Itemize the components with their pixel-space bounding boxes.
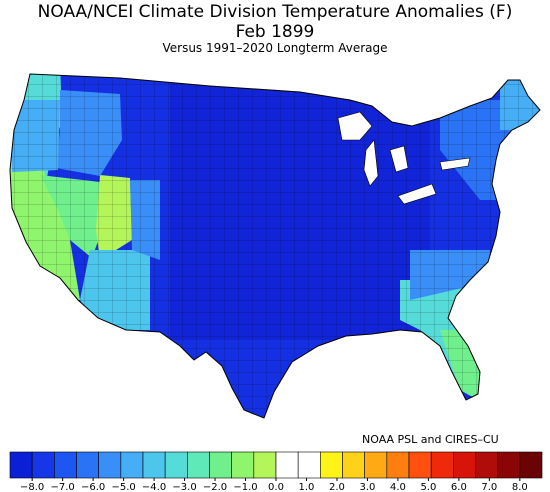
- legend-swatch: [9, 451, 33, 479]
- legend-tick-label: 0.0: [268, 482, 284, 492]
- lake-erie: [397, 183, 437, 205]
- legend-swatch: [519, 451, 543, 479]
- legend-tick-label: 3.0: [359, 482, 375, 492]
- legend-swatch: [475, 451, 498, 479]
- map-subtitle: Versus 1991–2020 Longterm Average: [162, 41, 388, 55]
- lake-michigan: [363, 139, 379, 187]
- legend-tick-label: 8.0: [512, 482, 528, 492]
- legend-ticks: −8.0 −7.0 −6.0 −5.0 −4.0 −3.0 −2.0 −1.0 0.0 1.0 2.…: [20, 478, 528, 492]
- legend-swatch: [275, 451, 299, 479]
- map-title: NOAA/NCEI Climate Division Temperature A…: [37, 2, 513, 22]
- legend-swatch: [31, 451, 55, 479]
- legend-swatch: [120, 451, 144, 479]
- legend-swatches: [9, 451, 543, 479]
- legend-tick-label: −4.0: [142, 482, 166, 492]
- legend-swatch: [497, 451, 521, 479]
- legend-tick-label: 1.0: [299, 482, 315, 492]
- legend-swatch: [54, 451, 77, 479]
- legend-tick-label: 5.0: [420, 482, 436, 492]
- legend-swatch: [342, 451, 365, 479]
- legend-tick-label: −1.0: [233, 482, 257, 492]
- legend-swatch: [164, 451, 188, 479]
- legend-swatch: [253, 451, 277, 479]
- legend-tick-label: 6.0: [451, 482, 467, 492]
- us-anomaly-map: [9, 73, 541, 419]
- lake-superior: [337, 111, 373, 141]
- lake-huron: [389, 145, 409, 173]
- legend-swatch: [187, 451, 210, 479]
- division-borders: [10, 74, 540, 418]
- legend-tick-label: −5.0: [111, 482, 135, 492]
- legend-swatch: [386, 451, 410, 479]
- legend-swatch: [231, 451, 255, 479]
- legend-swatch: [430, 451, 454, 479]
- legend-tick-label: −8.0: [20, 482, 44, 492]
- legend-tick-label: −3.0: [172, 482, 196, 492]
- legend-swatch: [297, 451, 321, 479]
- legend-tick-label: 2.0: [329, 482, 345, 492]
- lake-ontario: [439, 157, 471, 171]
- color-legend: −8.0 −7.0 −6.0 −5.0 −4.0 −3.0 −2.0 −1.0 0.0 1.0 2.…: [9, 451, 543, 492]
- legend-tick-label: −7.0: [50, 482, 74, 492]
- legend-swatch: [142, 451, 166, 479]
- legend-tick-label: 7.0: [481, 482, 497, 492]
- legend-tick-label: −6.0: [81, 482, 105, 492]
- legend-swatch: [98, 451, 122, 479]
- map-period: Feb 1899: [235, 22, 315, 42]
- legend-swatch: [320, 451, 343, 479]
- legend-swatch: [364, 451, 388, 479]
- legend-swatch: [209, 451, 232, 479]
- legend-tick-label: 4.0: [390, 482, 406, 492]
- us-outline: [9, 73, 541, 419]
- legend-tick-label: −2.0: [203, 482, 227, 492]
- legend-swatch: [453, 451, 476, 479]
- legend-swatch: [76, 451, 99, 479]
- credit-text: NOAA PSL and CIRES–CU: [362, 433, 499, 446]
- legend-swatch: [408, 451, 432, 479]
